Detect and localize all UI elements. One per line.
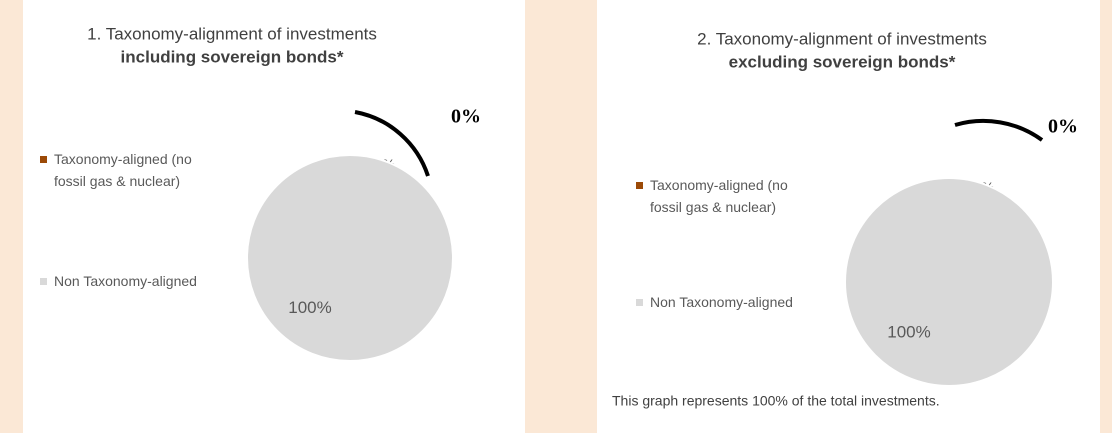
callout-arc [354,110,430,177]
chart-title: 1. Taxonomy-alignment of investments [87,24,377,43]
pie-slice [844,177,1054,387]
legend-swatch [40,278,47,285]
legend-label: Taxonomy-aligned (no fossil gas & nuclear… [54,151,192,189]
callout-arc [954,118,1044,142]
pie-slice [246,154,454,362]
annotation: 0% [451,106,481,128]
legend-label: Taxonomy-aligned (no fossil gas & nuclear… [650,177,788,215]
legend-swatch [40,156,47,163]
annotation: 0% [1048,116,1078,138]
data-label: 100% [288,298,331,317]
legend-label: Non Taxonomy-aligned [54,273,197,289]
chart-subtitle: excluding sovereign bonds* [729,52,956,71]
data-label: 100% [887,323,930,342]
chart-subtitle: including sovereign bonds* [121,47,344,66]
legend-label: Non Taxonomy-aligned [650,294,793,310]
footnote: This graph represents 100% of the total … [612,393,940,409]
legend-swatch [636,182,643,189]
chart-title: 2. Taxonomy-alignment of investments [697,29,987,48]
legend-swatch [636,299,643,306]
